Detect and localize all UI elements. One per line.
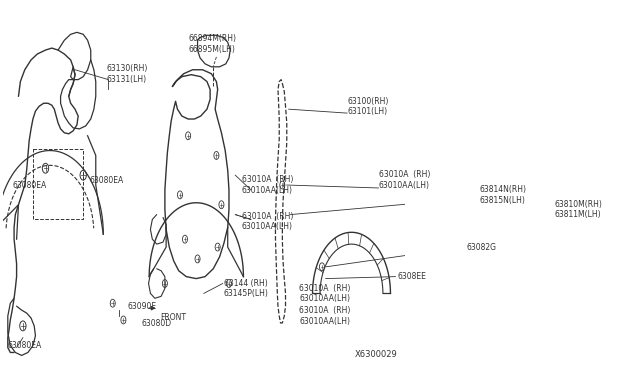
Text: 63130(RH)
63131(LH): 63130(RH) 63131(LH) [106,64,148,84]
Text: 63080EA: 63080EA [13,180,47,189]
Text: 63082G: 63082G [467,243,497,251]
Text: 63100(RH)
63101(LH): 63100(RH) 63101(LH) [347,96,388,116]
Text: 63080EA: 63080EA [90,176,124,185]
Text: FRONT: FRONT [160,313,186,322]
Text: 63080EA: 63080EA [8,341,42,350]
Text: 63814N(RH)
63815N(LH): 63814N(RH) 63815N(LH) [479,185,526,205]
Text: X6300029: X6300029 [355,350,397,359]
Text: 63144 (RH)
63145P(LH): 63144 (RH) 63145P(LH) [224,279,269,298]
Text: 63010A  (RH)
63010AA(LH): 63010A (RH) 63010AA(LH) [378,170,430,190]
Text: 63080D: 63080D [141,320,171,328]
Text: 66894M(RH)
66895M(LH): 66894M(RH) 66895M(LH) [188,35,236,54]
Text: 6308EE: 6308EE [397,272,426,281]
Text: 63090E: 63090E [127,302,156,311]
Text: 63810M(RH)
63811M(LH): 63810M(RH) 63811M(LH) [554,200,602,219]
Text: 63010A  (RH)
63010AA(LH): 63010A (RH) 63010AA(LH) [300,284,351,303]
Text: 63010A  (RH)
63010AA(LH): 63010A (RH) 63010AA(LH) [300,306,351,326]
Text: 63010A  (RH)
63010AA(LH): 63010A (RH) 63010AA(LH) [241,175,293,195]
Text: 63010A  (RH)
63010AA(LH): 63010A (RH) 63010AA(LH) [241,212,293,231]
